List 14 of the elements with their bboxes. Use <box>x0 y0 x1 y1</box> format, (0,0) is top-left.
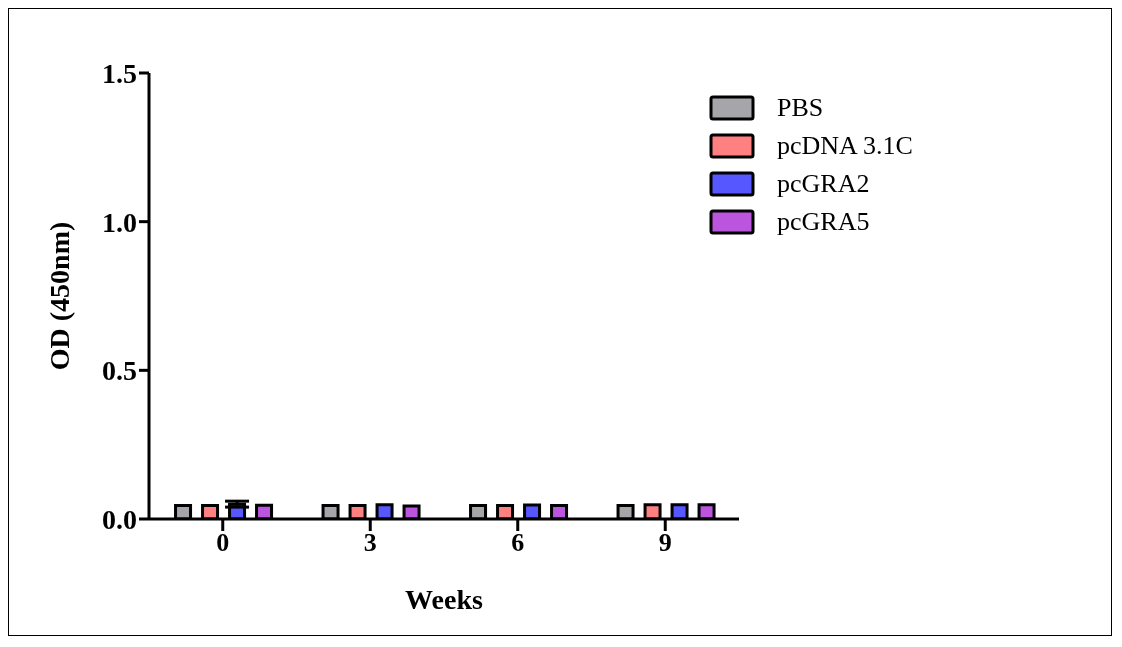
x-tick-label: 3 <box>363 528 377 558</box>
y-tick-label: 0.0 <box>102 503 137 535</box>
x-tick-label: 6 <box>511 528 525 558</box>
legend-label: pcGRA5 <box>777 207 870 237</box>
y-tick-label: 0.5 <box>102 355 137 387</box>
y-tick-label: 1.5 <box>102 57 137 89</box>
x-tick-label: 9 <box>658 528 672 558</box>
y-tick-label: 1.0 <box>102 206 137 238</box>
legend-label: pcGRA2 <box>777 169 870 199</box>
legend-label: pcDNA 3.1C <box>777 131 913 161</box>
legend-label: PBS <box>777 93 824 123</box>
x-tick-label: 0 <box>216 528 230 558</box>
y-axis-title: OD (450nm) <box>43 221 75 371</box>
x-axis-title: Weeks <box>405 584 483 615</box>
